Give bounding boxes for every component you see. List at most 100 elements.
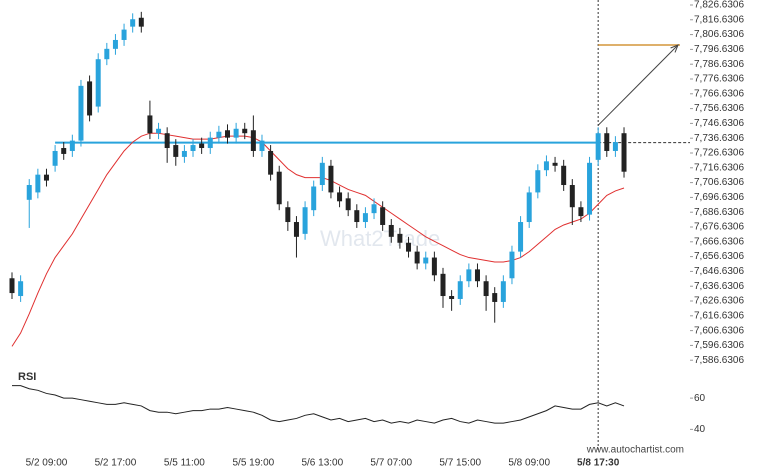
candle-body <box>276 171 282 205</box>
y-tick-label: 7,726.6306 <box>694 148 744 159</box>
candle-body <box>621 133 627 172</box>
y-tick-label: 7,766.6306 <box>694 88 744 99</box>
x-tick-label: 5/8 17:30 <box>577 458 620 469</box>
candle-body <box>414 251 420 264</box>
x-tick-label: 5/7 15:00 <box>439 458 481 469</box>
candle-body <box>250 130 256 151</box>
candle-body <box>543 161 549 171</box>
y-tick-label: 7,736.6306 <box>694 133 744 144</box>
y-tick-label: 7,636.6306 <box>694 281 744 292</box>
y-tick-label: 7,666.6306 <box>694 236 744 247</box>
candle-body <box>457 281 463 299</box>
y-tick-label: 7,676.6306 <box>694 222 744 233</box>
y-tick-label: 7,746.6306 <box>694 118 744 129</box>
candle-body <box>69 140 75 151</box>
x-tick-label: 5/8 09:00 <box>508 458 550 469</box>
candle-body <box>9 278 15 294</box>
candle-body <box>552 162 558 166</box>
candle-body <box>595 133 601 160</box>
y-tick-label: 7,586.6306 <box>694 355 744 366</box>
candle-body <box>371 204 377 214</box>
candle-body <box>492 293 498 302</box>
candle-body <box>233 128 239 138</box>
candle-body <box>190 145 196 151</box>
candle-body <box>500 281 506 302</box>
candle-body <box>293 222 299 237</box>
candle-body <box>52 150 58 166</box>
x-tick-label: 5/5 11:00 <box>164 458 205 469</box>
candle-body <box>199 143 205 149</box>
candle-body <box>587 162 593 215</box>
y-tick-label: 7,776.6306 <box>694 74 744 85</box>
candle-body <box>483 281 489 297</box>
y-tick-label: 7,656.6306 <box>694 251 744 262</box>
candle-body <box>26 185 32 200</box>
candle-body <box>121 29 127 40</box>
candle-body <box>440 273 446 297</box>
candle-body <box>388 224 394 237</box>
watermark: What2Trade <box>320 226 440 251</box>
candle-body <box>406 242 412 252</box>
y-tick-label: 7,796.6306 <box>694 44 744 55</box>
candle-body <box>518 222 524 252</box>
candle-body <box>319 162 325 186</box>
candle-body <box>535 170 541 193</box>
y-tick-label: 7,716.6306 <box>694 162 744 173</box>
candle-body <box>43 174 49 181</box>
x-tick-label: 5/6 13:00 <box>301 458 343 469</box>
candle-body <box>18 281 24 297</box>
candle-body <box>431 257 437 276</box>
x-tick-label: 5/2 09:00 <box>26 458 68 469</box>
candle-body <box>569 185 575 208</box>
y-tick-label: 7,626.6306 <box>694 296 744 307</box>
y-tick-label: 7,806.6306 <box>694 29 744 40</box>
y-tick-label: 7,596.6306 <box>694 340 744 351</box>
candle-body <box>337 192 343 202</box>
y-tick-label: 7,816.6306 <box>694 14 744 25</box>
candle-body <box>311 186 317 211</box>
candle-body <box>181 150 187 157</box>
y-tick-label: 7,646.6306 <box>694 266 744 277</box>
candle-body <box>87 81 93 116</box>
candle-body <box>242 128 248 134</box>
x-tick-label: 5/5 19:00 <box>233 458 275 469</box>
candle-body <box>104 48 110 60</box>
candle-body <box>604 133 610 151</box>
x-tick-label: 5/7 07:00 <box>370 458 412 469</box>
rsi-tick-label: 40 <box>694 424 706 435</box>
candle-body <box>362 213 368 223</box>
candle-body <box>259 140 265 151</box>
y-tick-label: 7,756.6306 <box>694 103 744 114</box>
candle-body <box>216 131 222 138</box>
candle-body <box>207 137 213 149</box>
candle-body <box>130 19 136 27</box>
candle-body <box>138 17 144 27</box>
x-tick-label: 5/2 17:00 <box>95 458 137 469</box>
candle-body <box>526 192 532 223</box>
candle-body <box>474 269 480 282</box>
candle-body <box>173 145 179 157</box>
forecast-arrow <box>597 44 679 126</box>
source: www.autochartist.com <box>586 445 684 456</box>
rsi-line <box>12 385 625 424</box>
y-tick-label: 7,686.6306 <box>694 207 744 218</box>
y-tick-label: 7,786.6306 <box>694 59 744 70</box>
candle-body <box>561 165 567 186</box>
candle-body <box>147 115 153 134</box>
candle-body <box>164 133 170 149</box>
rsi-label: RSI <box>18 371 36 383</box>
candle-body <box>380 207 386 225</box>
candle-body <box>285 207 291 223</box>
y-tick-label: 7,826.6306 <box>694 0 744 11</box>
candle-body <box>328 165 334 193</box>
candle-body <box>423 257 429 264</box>
rsi-tick-label: 60 <box>694 393 706 404</box>
candle-body <box>225 130 230 138</box>
candle-body <box>509 251 515 279</box>
y-tick-label: 7,696.6306 <box>694 192 744 203</box>
candle-body <box>156 128 162 134</box>
candle-body <box>354 210 360 223</box>
candle-body <box>397 233 403 243</box>
candle-body <box>95 59 101 107</box>
